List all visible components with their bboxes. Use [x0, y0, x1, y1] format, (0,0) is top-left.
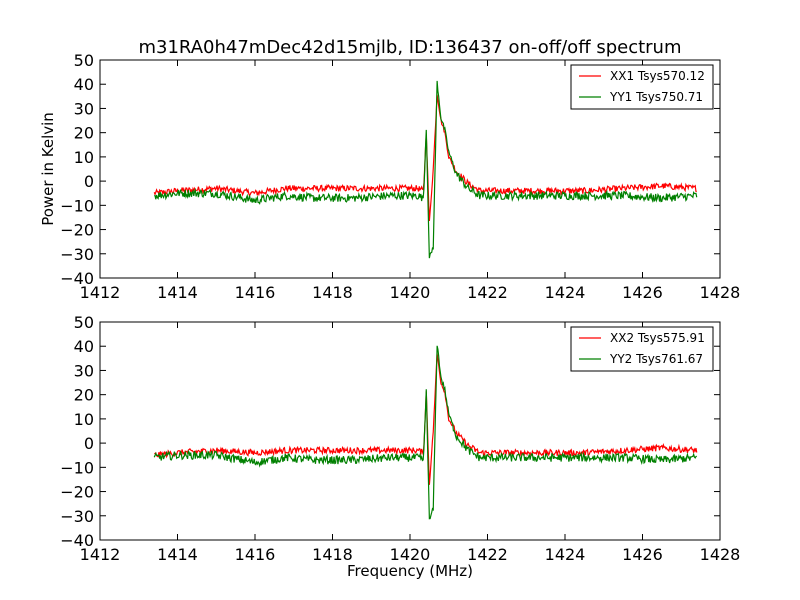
- y-tick-label-2-2: −20: [60, 483, 94, 502]
- x-tick-label-1-2: 1416: [235, 283, 276, 302]
- chart-title: m31RA0h47mDec42d15mjlb, ID:136437 on-off…: [138, 37, 681, 58]
- y-tick-label-1-3: −10: [60, 196, 94, 215]
- x-tick-label-1-3: 1418: [312, 283, 353, 302]
- y-tick-label-2-6: 20: [74, 386, 94, 405]
- legend-label-1-1: XX1 Tsys570.12: [610, 69, 705, 83]
- y-tick-label-1-0: −40: [60, 269, 94, 288]
- legend-label-1-2: YY1 Tsys750.71: [609, 90, 703, 104]
- x-tick-label-2-4: 1420: [390, 545, 431, 564]
- y-tick-label-2-9: 50: [74, 313, 94, 332]
- legend-box-1: [570, 64, 714, 110]
- x-tick-label-1-5: 1422: [467, 283, 508, 302]
- x-tick-label-1-7: 1426: [622, 283, 663, 302]
- legend-label-2-2: YY2 Tsys761.67: [609, 352, 703, 366]
- y-tick-label-1-7: 30: [74, 99, 94, 118]
- legend-box-2: [570, 326, 714, 372]
- x-tick-label-1-0: 1412: [80, 283, 121, 302]
- x-tick-label-2-1: 1414: [157, 545, 198, 564]
- series-line-2-2: [153, 345, 698, 520]
- y-tick-label-2-1: −30: [60, 507, 94, 526]
- x-tick-label-1-8: 1428: [700, 283, 741, 302]
- y-tick-label-2-4: 0: [84, 434, 94, 453]
- x-tick-label-1-1: 1414: [157, 283, 198, 302]
- x-tick-label-1-6: 1424: [545, 283, 586, 302]
- y-tick-label-1-2: −20: [60, 221, 94, 240]
- y-tick-label-2-7: 30: [74, 361, 94, 380]
- y-tick-label-1-8: 40: [74, 75, 94, 94]
- x-tick-label-2-6: 1424: [545, 545, 586, 564]
- x-axis-label: Frequency (MHz): [347, 562, 473, 580]
- y-tick-label-1-6: 20: [74, 124, 94, 143]
- x-tick-label-2-2: 1416: [235, 545, 276, 564]
- legend-label-2-1: XX2 Tsys575.91: [610, 331, 705, 345]
- y-tick-label-1-4: 0: [84, 172, 94, 191]
- x-tick-label-2-5: 1422: [467, 545, 508, 564]
- y-tick-label-2-8: 40: [74, 337, 94, 356]
- x-tick-label-2-7: 1426: [622, 545, 663, 564]
- x-tick-label-2-3: 1418: [312, 545, 353, 564]
- x-tick-label-1-4: 1420: [390, 283, 431, 302]
- series-line-1-2: [154, 80, 698, 259]
- x-tick-label-2-0: 1412: [80, 545, 121, 564]
- y-axis-label: Power in Kelvin: [39, 112, 57, 226]
- y-tick-label-1-1: −30: [60, 245, 94, 264]
- y-tick-label-2-3: −10: [60, 458, 94, 477]
- x-tick-label-2-8: 1428: [700, 545, 741, 564]
- y-tick-label-1-5: 10: [74, 148, 94, 167]
- y-tick-label-2-0: −40: [60, 531, 94, 550]
- y-tick-label-1-9: 50: [74, 51, 94, 70]
- y-tick-label-2-5: 10: [74, 410, 94, 429]
